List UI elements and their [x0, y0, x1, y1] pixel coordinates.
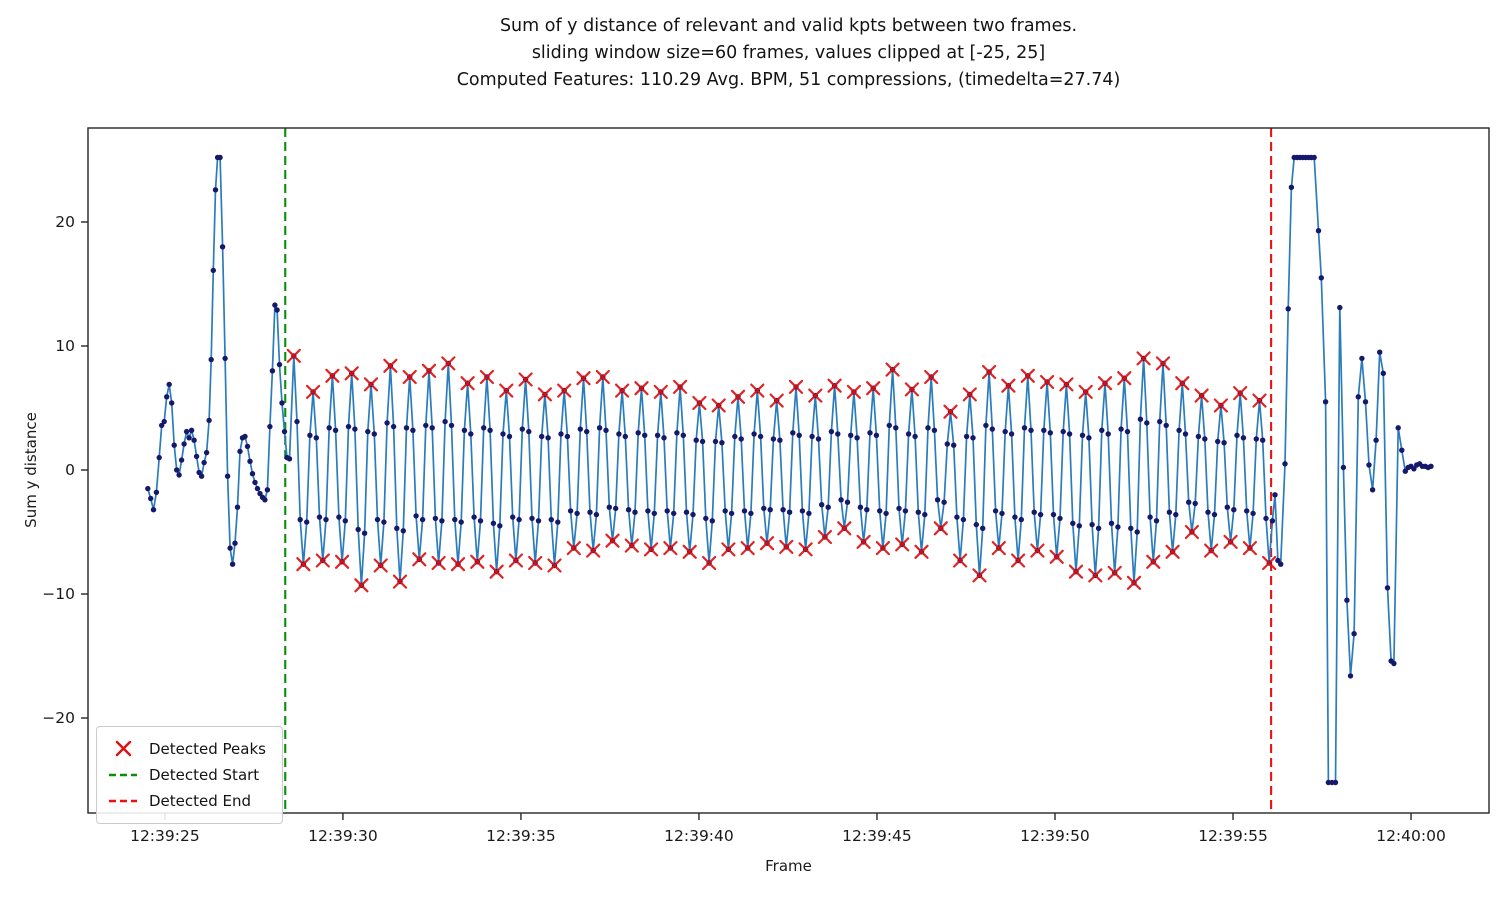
x-tick-label: 12:39:55 — [1198, 827, 1268, 845]
y-tick-label: 0 — [65, 461, 75, 479]
x-tick-label: 12:39:35 — [486, 827, 556, 845]
chart-title-line-1: Sum of y distance of relevant and valid … — [499, 16, 1078, 36]
y-tick-label: −20 — [42, 709, 75, 727]
y-tick-label: 20 — [55, 213, 75, 231]
legend: Detected Peaks Detected Start Detected E… — [96, 726, 283, 824]
legend-label: Detected End — [149, 792, 252, 810]
x-tick-label: 12:39:45 — [842, 827, 912, 845]
chart-title-line-2: sliding window size=60 frames, values cl… — [531, 43, 1046, 63]
peak-markers — [286, 348, 1277, 593]
red-x-marker-icon — [115, 740, 132, 757]
legend-item-detected-peaks: Detected Peaks — [108, 736, 266, 762]
x-tick-label: 12:39:25 — [130, 827, 200, 845]
signal-line — [146, 156, 1432, 784]
chart-title: Sum of y distance of relevant and valid … — [88, 13, 1489, 94]
y-tick-label: 10 — [55, 337, 75, 355]
x-tick-label: 12:40:00 — [1376, 827, 1446, 845]
legend-label: Detected Peaks — [149, 740, 266, 758]
x-axis-label: Frame — [765, 857, 812, 875]
legend-item-detected-end: Detected End — [108, 788, 266, 814]
x-tick-label: 12:39:50 — [1020, 827, 1090, 845]
green-dashed-line-icon — [109, 773, 137, 777]
red-dashed-line-icon — [109, 799, 137, 803]
y-axis-label: Sum y distance — [22, 412, 40, 528]
y-tick-label: −10 — [42, 585, 75, 603]
data-points — [145, 154, 1434, 786]
y-axis-ticks: −20 −10 0 10 20 — [42, 213, 88, 727]
legend-label: Detected Start — [149, 766, 260, 784]
x-tick-label: 12:39:30 — [308, 827, 378, 845]
x-axis-ticks: 12:39:25 12:39:30 12:39:35 12:39:40 12:39:45… — [130, 813, 1446, 845]
chart-title-line-3: Computed Features: 110.29 Avg. BPM, 51 c… — [456, 70, 1121, 90]
legend-item-detected-start: Detected Start — [108, 762, 266, 788]
x-tick-label: 12:39:40 — [664, 827, 734, 845]
